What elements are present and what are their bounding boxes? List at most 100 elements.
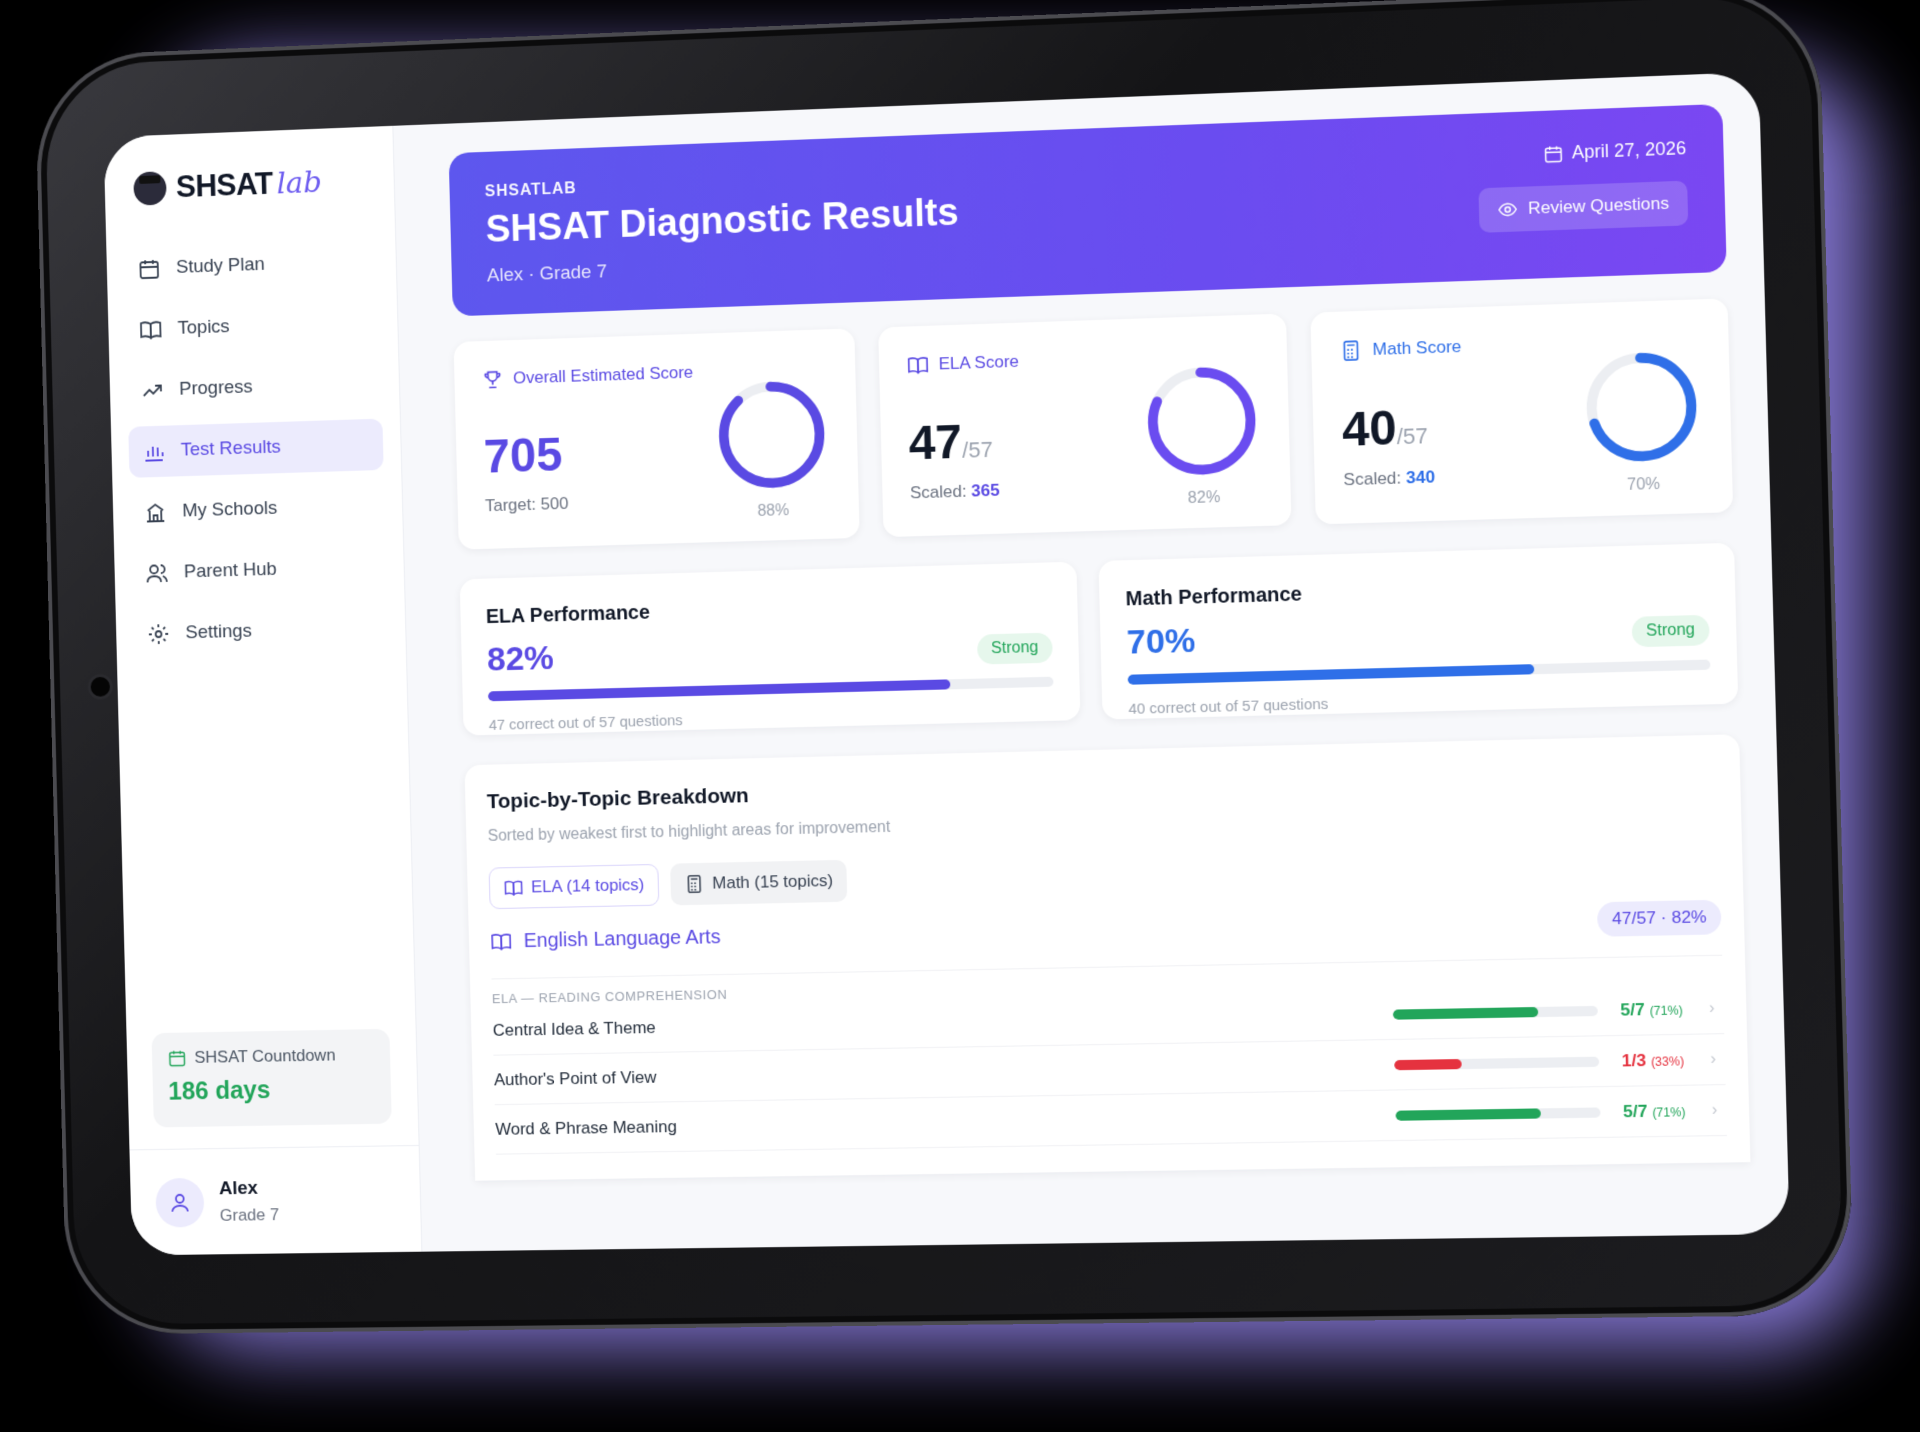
math-performance-card: Math Performance 70% Strong 40 correct o… xyxy=(1098,543,1738,720)
review-questions-label: Review Questions xyxy=(1528,193,1669,218)
sidebar-item-label: Settings xyxy=(185,621,252,644)
section-title: English Language Arts xyxy=(523,926,720,953)
sidebar-nav: Study Plan Topics Progress Test Results xyxy=(106,227,406,679)
sidebar-item-study-plan[interactable]: Study Plan xyxy=(124,235,379,295)
ela-performance-percent: 82% xyxy=(487,626,1053,680)
review-questions-button[interactable]: Review Questions xyxy=(1478,181,1688,233)
countdown-label: SHSAT Countdown xyxy=(194,1046,336,1068)
main-content: SHSATLAB SHSAT Diagnostic Results Alex ·… xyxy=(393,72,1789,1252)
topic-breakdown: Topic-by-Topic Breakdown Sorted by weake… xyxy=(464,734,1750,1181)
topic-score-percent: (71%) xyxy=(1649,1003,1682,1018)
math-performance-bar xyxy=(1128,660,1711,685)
sidebar-item-settings[interactable]: Settings xyxy=(133,602,389,660)
sidebar-item-test-results[interactable]: Test Results xyxy=(128,419,383,478)
performance-cards: ELA Performance 82% Strong 47 correct ou… xyxy=(460,543,1739,736)
calendar-icon xyxy=(1543,143,1564,164)
breakdown-tabs: ELA (14 topics) Math (15 topics) xyxy=(489,841,1721,910)
book-icon xyxy=(906,354,929,377)
topic-bar-fill xyxy=(1394,1058,1462,1069)
ela-scaled-value: 365 xyxy=(971,481,1000,501)
user-profile[interactable]: Alex Grade 7 xyxy=(129,1145,421,1255)
book-icon xyxy=(504,878,524,898)
sidebar-item-parent-hub[interactable]: Parent Hub xyxy=(131,541,387,600)
brand-logo[interactable]: SHSAT lab xyxy=(104,126,395,237)
ela-performance-card: ELA Performance 82% Strong 47 correct ou… xyxy=(460,562,1081,736)
math-score-card: Math Score 40/57 Scaled: 340 xyxy=(1311,298,1734,524)
math-score-number: 40 xyxy=(1342,402,1398,457)
topic-score-percent: (33%) xyxy=(1651,1054,1684,1069)
math-performance-fill xyxy=(1128,664,1534,685)
sidebar-item-label: Parent Hub xyxy=(184,559,277,583)
chevron-right-icon: › xyxy=(1709,999,1724,1018)
shsat-countdown: SHSAT Countdown 186 days xyxy=(151,1029,391,1128)
sidebar-item-progress[interactable]: Progress xyxy=(127,357,382,417)
trophy-icon xyxy=(482,368,504,390)
gear-icon xyxy=(147,622,171,646)
score-cards: Overall Estimated Score 705 Target: 500 … xyxy=(453,298,1733,549)
eye-icon xyxy=(1497,199,1518,220)
scaled-label: Scaled: xyxy=(1343,468,1401,489)
user-info: Alex Grade 7 xyxy=(219,1177,280,1225)
sidebar: SHSAT lab Study Plan Topics Progress xyxy=(104,126,423,1256)
topic-name: Author's Point of View xyxy=(494,1055,1395,1090)
calendar-icon xyxy=(137,257,161,281)
tab-math-label: Math (15 topics) xyxy=(712,871,833,894)
book-icon xyxy=(490,931,512,953)
topic-bar-fill xyxy=(1393,1006,1538,1019)
ela-performance-title: ELA Performance xyxy=(486,590,1052,629)
ela-score-denominator: /57 xyxy=(962,437,993,463)
math-score-denominator: /57 xyxy=(1396,423,1428,449)
section-title-row: English Language Arts xyxy=(490,926,721,953)
bar-chart-icon xyxy=(142,439,166,463)
topic-bar xyxy=(1393,1005,1598,1019)
book-icon xyxy=(139,318,163,342)
sidebar-item-topics[interactable]: Topics xyxy=(125,296,380,356)
section-header: English Language Arts 47/57 · 82% xyxy=(490,900,1722,959)
sidebar-item-label: Test Results xyxy=(181,437,281,462)
chevron-right-icon: › xyxy=(1712,1101,1727,1120)
math-performance-note: 40 correct out of 57 questions xyxy=(1128,686,1711,718)
topic-bar-fill xyxy=(1395,1108,1540,1120)
sidebar-item-my-schools[interactable]: My Schools xyxy=(130,480,385,539)
target-value: 500 xyxy=(540,494,568,514)
ela-score-card: ELA Score 47/57 Scaled: 365 xyxy=(878,313,1292,537)
user-grade: Grade 7 xyxy=(219,1205,279,1226)
math-score-label: Math Score xyxy=(1372,337,1461,360)
scaled-label: Scaled: xyxy=(910,482,967,503)
section-summary-badge: 47/57 · 82% xyxy=(1597,900,1721,937)
school-icon xyxy=(144,500,168,524)
topic-name: Word & Phrase Meaning xyxy=(495,1105,1396,1139)
topic-score-percent: (71%) xyxy=(1652,1105,1685,1120)
user-icon xyxy=(168,1190,192,1214)
users-icon xyxy=(145,561,169,585)
test-date: April 27, 2026 xyxy=(1543,138,1687,165)
chevron-right-icon: › xyxy=(1710,1050,1725,1069)
topic-score: 5/7 (71%) xyxy=(1623,1100,1712,1122)
ela-progress-ring xyxy=(1142,361,1262,481)
math-performance-percent: 70% xyxy=(1126,608,1710,663)
app-screen: SHSAT lab Study Plan Topics Progress xyxy=(104,72,1790,1256)
calculator-icon xyxy=(684,874,704,894)
trend-icon xyxy=(140,379,164,403)
calendar-icon xyxy=(167,1048,187,1068)
owl-mascot-icon xyxy=(133,171,167,206)
overall-progress-ring xyxy=(712,375,830,494)
topic-score-value: 1/3 xyxy=(1621,1050,1646,1070)
topic-score-value: 5/7 xyxy=(1620,999,1645,1019)
tab-math[interactable]: Math (15 topics) xyxy=(670,860,847,906)
test-date-text: April 27, 2026 xyxy=(1572,138,1687,164)
sidebar-item-label: Study Plan xyxy=(176,254,265,279)
ela-performance-note: 47 correct out of 57 questions xyxy=(489,703,1055,734)
sidebar-item-label: Progress xyxy=(179,377,253,401)
ela-score-label: ELA Score xyxy=(938,352,1019,375)
brand-name: SHSAT xyxy=(176,166,274,205)
ela-performance-bar xyxy=(488,677,1054,702)
overall-score-label: Overall Estimated Score xyxy=(513,363,694,389)
camera-icon xyxy=(90,677,110,697)
ela-percent-label: 82% xyxy=(1145,488,1263,510)
status-badge: Strong xyxy=(1631,615,1709,648)
countdown-value: 186 days xyxy=(168,1075,376,1107)
ela-score-number: 47 xyxy=(908,416,963,471)
tab-ela[interactable]: ELA (14 topics) xyxy=(489,864,660,909)
